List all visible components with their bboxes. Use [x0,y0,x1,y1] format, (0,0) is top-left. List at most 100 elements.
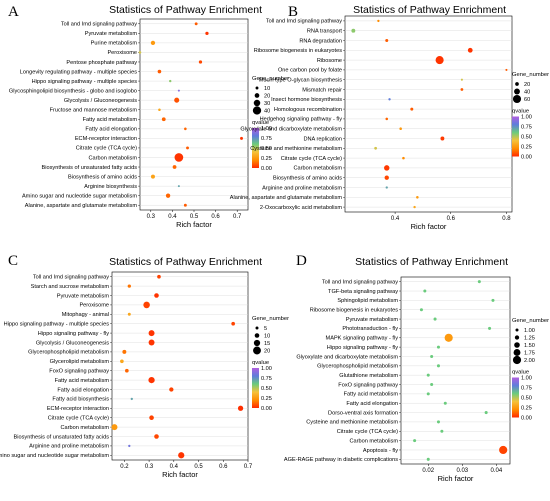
category-label: Glycerolipid metabolism [50,359,110,365]
colorbar-tick-label: 0.00 [521,155,532,161]
x-tick-label: 0.4 [170,464,179,470]
data-point [460,78,463,81]
data-point [240,136,243,140]
category-label: Fatty acid elongation [346,401,398,407]
x-axis-label: Rich factor [176,220,212,229]
size-legend-title: Gene_number [512,72,549,78]
category-label: Toll and Imd signaling pathway [322,279,398,285]
data-point [183,203,187,207]
panel-a: A Statistics of Pathway Enrichment Toll an… [8,4,289,229]
data-point [143,301,150,309]
category-label: Hippo signaling pathway - fly [38,331,109,337]
data-point [128,444,131,448]
data-point [161,117,166,122]
category-label: 2-Oxocarboxylic acid metabolism [260,205,342,211]
size-legend-label: 1.75 [524,351,535,357]
data-point [111,424,118,431]
data-point [436,420,440,424]
colorbar-tick-label: 1.00 [521,376,532,382]
size-legend-dot [515,82,519,86]
category-label: Hippo signaling pathway - multiple speci… [4,322,110,328]
data-point [413,439,417,443]
category-label: TGF-beta signaling pathway [328,289,398,295]
category-label: Biosynthesis of unsaturated fatty acids [42,165,138,171]
data-point [385,117,389,121]
category-label: DNA replication [303,136,342,142]
colorbar-tick-label: 0.75 [521,125,532,131]
category-label: Mitophagy - animal [62,312,109,318]
category-label: Hedgehog signaling pathway - fly [260,117,343,123]
category-label: Citrate cycle (TCA cycle) [76,146,137,152]
qvalue-colorbar [512,116,519,157]
colorbar-tick-label: 1.00 [261,366,272,372]
data-point [402,156,405,160]
x-tick-label: 0.03 [456,468,468,474]
size-legend-label: 40 [264,109,270,115]
category-label: Arginine and proline metabolism [29,444,109,450]
category-label: Ribosome biogenesis in eukaryotes [310,308,399,314]
chart-title: Statistics of Pathway Enrichment [109,4,262,16]
size-legend-dot [252,106,262,115]
colorbar-tick-label: 1.00 [261,126,272,132]
category-label: Carbon metabolism [349,438,398,444]
data-point [122,349,127,354]
colorbar-tick-label: 0.75 [261,136,272,142]
panel-b: B Statistics of Pathway Enrichment Toll an… [230,4,549,231]
category-label: Phototransduction - fly [342,326,398,332]
data-point [127,312,131,316]
x-tick-label: 0.02 [422,468,434,474]
data-point [467,47,473,53]
category-label: Glyoxylate and dicarboxylate metabolism [240,127,342,133]
category-label: Fatty acid elongation [57,387,109,393]
data-point [491,298,495,302]
size-legend-label: 2.00 [524,358,535,364]
category-label: Toll and Imd signaling pathway [61,22,137,28]
category-label: Starch and sucrose metabolism [31,284,110,290]
data-point [148,339,155,346]
category-label: Fatty acid elongation [85,127,137,133]
data-point [177,185,180,188]
category-label: Arginine and proline metabolism [262,185,342,191]
size-legend-label: 20 [264,349,270,355]
size-legend-dot [255,326,259,330]
panel-label: B [288,4,298,20]
data-point [440,429,444,433]
data-point [237,405,244,411]
panel-label: C [8,253,18,269]
panel-label: D [296,253,307,269]
colorbar-tick-label: 0.00 [521,416,532,422]
category-label: FoxO signaling pathway [338,382,398,388]
data-point [426,392,430,396]
size-legend-dot [512,94,522,104]
colorbar-tick-label: 0.25 [521,145,532,151]
colorbar-tick-label: 0.25 [521,406,532,412]
size-legend-title: Gene_number [252,76,289,82]
category-label: Homologous recombination [274,107,342,113]
data-point [198,60,203,64]
category-label: Carbon metabolism [60,425,109,431]
x-tick-label: 0.4 [391,216,400,222]
size-legend-label: 10 [264,86,270,92]
data-point [231,321,235,326]
data-point [433,317,437,321]
category-label: Glyoxylate and dicarboxylate metabolism [296,354,398,360]
x-tick-label: 0.6 [211,214,220,220]
data-point [165,193,171,198]
data-point [138,51,142,54]
colorbar-tick-label: 0.00 [261,166,272,172]
x-tick-label: 0.7 [244,464,253,470]
colorbar-tick-label: 0.25 [261,156,272,162]
data-point [436,345,440,349]
data-point [125,368,129,373]
category-label: Pyruvate metabolism [346,317,399,323]
category-label: Fatty acid metabolism [55,378,110,384]
data-point [169,79,172,83]
panel-d: D Statistics of Pathway Enrichment Toll an… [284,253,549,483]
data-point [178,452,185,459]
category-label: Citrate cycle (TCA cycle) [281,156,342,162]
category-label: Glycolysis / Gluconeogenesis [36,340,109,346]
size-legend-label: 1.25 [524,336,535,342]
data-point [505,68,508,71]
x-tick-label: 0.2 [120,464,129,470]
data-point [172,165,177,169]
